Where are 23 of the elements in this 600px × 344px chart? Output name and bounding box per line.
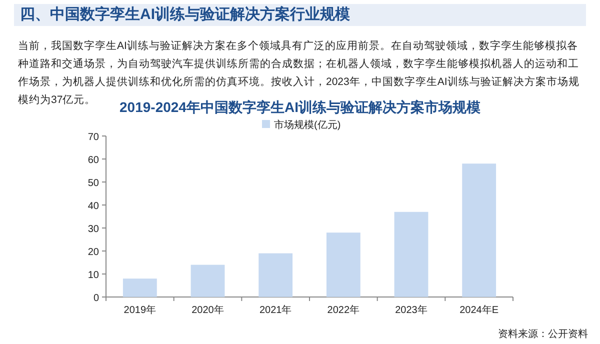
bar (394, 212, 428, 297)
text: 四、中国数字孪生AI训练与验证解决方案行业规模 (14, 4, 586, 26)
y-tick-label: 30 (88, 224, 100, 235)
x-tick-label: 2022年 (327, 304, 360, 316)
y-tick-label: 20 (88, 247, 100, 258)
y-tick-label: 50 (88, 178, 100, 189)
text: 资料来源：公开资料 (498, 328, 588, 341)
bar (258, 253, 293, 297)
x-tick-label: 2021年 (259, 304, 292, 316)
bar (462, 164, 496, 297)
bar (326, 232, 360, 297)
y-tick-label: 70 (88, 132, 100, 143)
y-tick-label: 40 (88, 201, 100, 212)
legend-label: 市场规模(亿元) (274, 119, 341, 131)
bar (122, 278, 157, 297)
y-tick-label: 10 (88, 270, 100, 281)
x-tick-label: 2019年 (124, 304, 156, 316)
x-tick-label: 2023年 (395, 304, 428, 316)
x-tick-label: 2020年 (192, 304, 224, 316)
x-tick-label: 2024年E (460, 304, 499, 316)
y-tick-label: 0 (93, 293, 100, 304)
y-tick-label: 60 (88, 155, 100, 166)
bar (190, 264, 225, 297)
